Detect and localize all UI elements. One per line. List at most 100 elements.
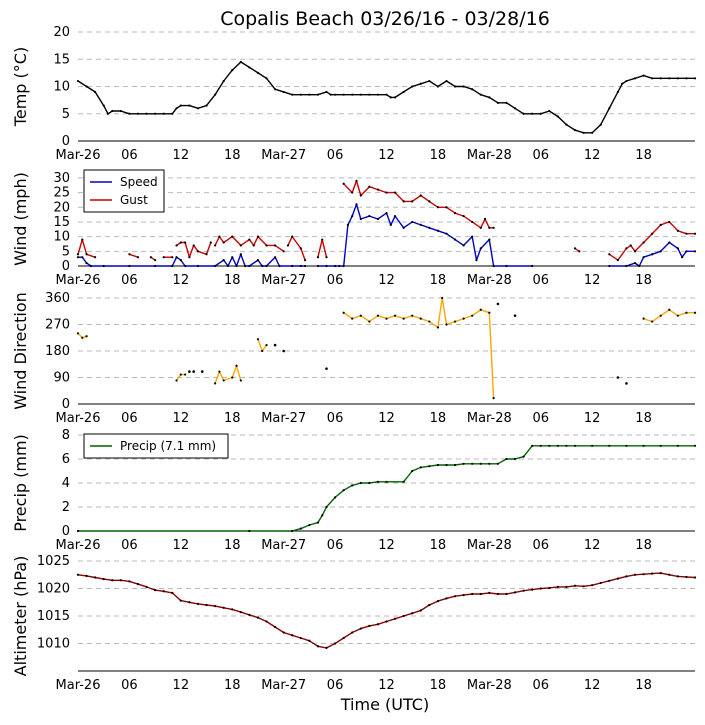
data-point <box>591 131 594 134</box>
x-tick-label: 18 <box>635 538 652 553</box>
data-point <box>556 115 559 118</box>
data-point <box>471 592 474 596</box>
data-point <box>402 614 405 618</box>
x-tick-label: Mar-28 <box>467 538 512 553</box>
data-point <box>453 212 457 215</box>
data-point <box>453 463 457 467</box>
data-point <box>231 235 234 238</box>
data-point <box>333 264 337 268</box>
data-point <box>218 235 221 238</box>
x-tick-label: 18 <box>224 273 241 288</box>
data-point <box>393 191 397 194</box>
data-point <box>488 462 491 465</box>
data-point <box>531 444 534 447</box>
y-tick-label: 15 <box>53 215 70 230</box>
data-point <box>522 589 525 592</box>
data-point <box>154 112 157 115</box>
data-point <box>453 595 457 598</box>
x-tick-label: Mar-28 <box>467 273 512 288</box>
data-point <box>625 247 628 250</box>
data-point <box>188 104 191 107</box>
y-axis-label: Wind Direction <box>11 292 30 410</box>
x-tick-label: 12 <box>173 273 190 288</box>
data-point <box>175 256 178 259</box>
x-tick-label: Mar-26 <box>56 538 101 553</box>
data-point <box>316 256 320 259</box>
y-axis-label: Altimeter (hPa) <box>11 556 30 677</box>
y-tick-label: 4 <box>62 476 70 491</box>
y-tick-label: 1025 <box>37 554 70 569</box>
data-point <box>496 592 500 596</box>
series-line-direction <box>643 309 695 323</box>
data-point <box>582 131 585 134</box>
data-point <box>184 264 187 268</box>
data-point <box>651 572 654 575</box>
x-tick-label: 12 <box>584 411 601 426</box>
data-point <box>513 314 517 317</box>
data-point <box>693 232 697 235</box>
data-point <box>76 573 80 576</box>
data-point <box>265 344 268 347</box>
data-point <box>256 338 260 341</box>
data-point <box>149 256 152 259</box>
data-point <box>299 527 302 530</box>
data-point <box>582 585 585 588</box>
data-point <box>488 591 491 595</box>
data-point <box>505 101 508 104</box>
data-point <box>419 317 422 320</box>
data-point <box>256 235 260 238</box>
data-point <box>565 444 568 447</box>
data-point <box>625 575 628 578</box>
data-point <box>351 93 354 96</box>
data-point <box>428 226 431 229</box>
data-point <box>531 264 534 268</box>
series-line-direction <box>343 297 495 399</box>
data-point <box>162 112 165 115</box>
data-point <box>291 93 294 96</box>
data-point <box>154 589 157 592</box>
x-tick-label: 12 <box>173 538 190 553</box>
y-tick-label: 25 <box>53 186 70 201</box>
data-point <box>389 96 392 99</box>
data-point <box>548 444 551 447</box>
data-point <box>445 323 448 326</box>
data-point <box>556 585 559 588</box>
data-point <box>282 349 285 353</box>
x-tick-label: 18 <box>224 148 241 163</box>
data-point <box>205 603 208 607</box>
data-point <box>625 79 628 83</box>
data-point <box>659 572 662 575</box>
data-point <box>222 241 225 244</box>
data-point <box>273 244 277 247</box>
data-point <box>385 212 388 215</box>
data-point <box>303 264 307 268</box>
data-point <box>235 364 238 367</box>
data-point <box>128 264 131 268</box>
data-point <box>256 259 260 262</box>
data-point <box>436 600 440 603</box>
data-point <box>368 185 371 188</box>
x-tick-label: 12 <box>378 411 395 426</box>
data-point <box>625 444 628 447</box>
data-point <box>483 217 487 221</box>
data-point <box>239 379 242 382</box>
data-point <box>522 112 525 115</box>
x-tick-label: 12 <box>378 148 395 163</box>
data-point <box>376 623 380 626</box>
data-point <box>505 264 508 268</box>
data-point <box>591 584 594 587</box>
data-point <box>316 645 320 648</box>
data-point <box>642 241 645 244</box>
data-point <box>351 317 354 320</box>
data-point <box>308 639 311 642</box>
data-point <box>308 523 311 527</box>
data-point <box>496 462 500 465</box>
data-point <box>196 250 200 253</box>
x-tick-label: 18 <box>635 411 652 426</box>
data-point <box>393 214 397 218</box>
data-point <box>462 85 465 88</box>
series-line-gust <box>343 180 494 229</box>
x-tick-label: 18 <box>635 273 652 288</box>
data-point <box>171 112 174 115</box>
